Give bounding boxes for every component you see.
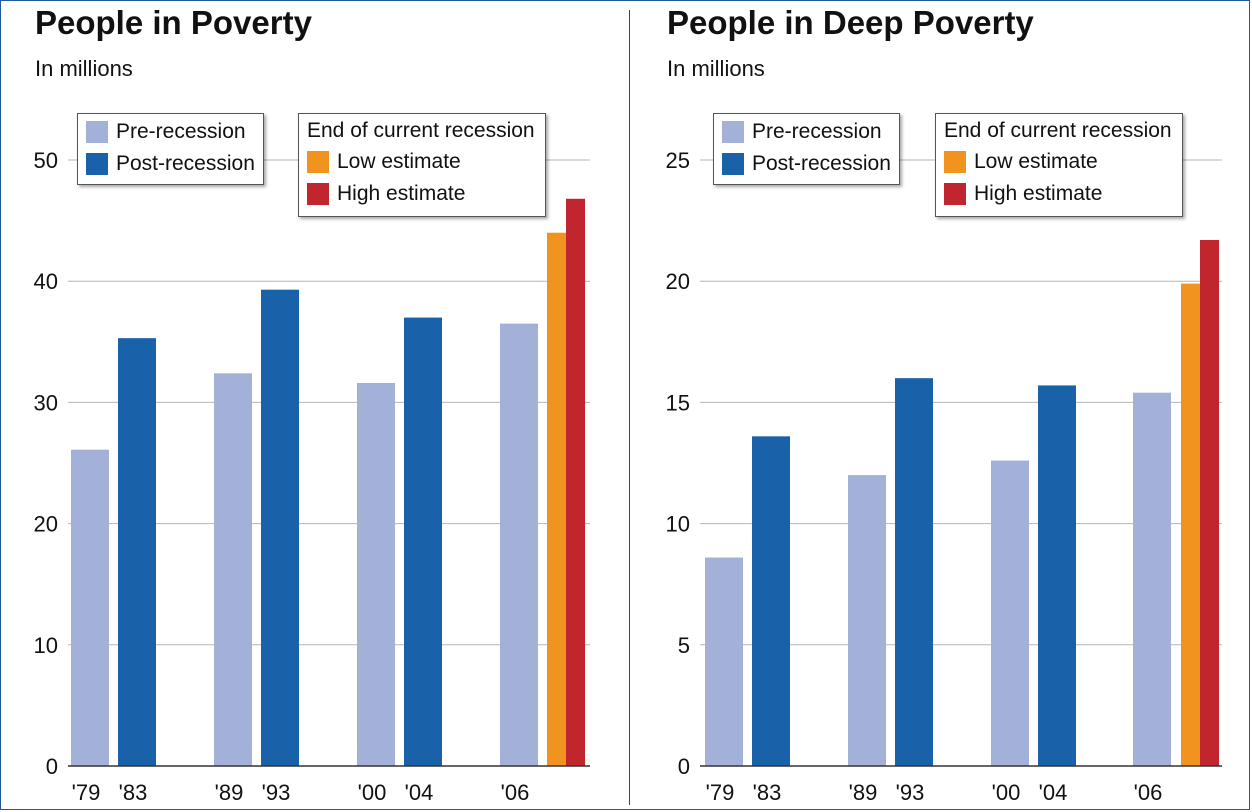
legend-item-pre: Pre-recession bbox=[86, 116, 255, 148]
chart-title: People in Poverty bbox=[35, 4, 312, 41]
bar-high bbox=[566, 198, 585, 766]
y-tick-label: 25 bbox=[666, 148, 690, 173]
legend-swatch-low bbox=[944, 151, 966, 173]
bar-pre bbox=[848, 475, 886, 766]
x-tick-label: '93 bbox=[896, 780, 925, 805]
panel-deep-poverty: 0 5 10 15 20 25 '79 '83 '89 '93 '00 '04 '06 People i… bbox=[629, 0, 1252, 812]
bar-pre bbox=[71, 449, 109, 766]
legend-group-title: End of current recession bbox=[944, 119, 1172, 142]
panel-poverty: 0 10 20 30 40 50 '79 '83 '89 '93 '00 '04 '06 People … bbox=[34, 4, 590, 805]
y-tick-label: 0 bbox=[678, 754, 690, 779]
y-tick-label: 30 bbox=[34, 390, 58, 415]
x-tick-label: '83 bbox=[753, 780, 782, 805]
legend-swatch-low bbox=[307, 151, 329, 173]
legend-label-low: Low estimate bbox=[974, 150, 1098, 173]
bar-post bbox=[752, 436, 790, 766]
bar-post bbox=[1038, 385, 1076, 766]
legend-item-pre: Pre-recession bbox=[722, 116, 891, 148]
legend-label-post: Post-recession bbox=[116, 152, 255, 175]
legend-current-recession: End of current recession Low estimate Hi… bbox=[298, 113, 546, 217]
chart-subtitle: In millions bbox=[667, 56, 765, 81]
bar-pre bbox=[705, 557, 743, 766]
panel-divider bbox=[629, 10, 630, 805]
y-tick-label: 20 bbox=[666, 269, 690, 294]
legend-item-low: Low estimate bbox=[944, 146, 1172, 178]
y-tick-label: 10 bbox=[34, 633, 58, 658]
x-tick-label: '06 bbox=[1134, 780, 1163, 805]
bar-post bbox=[261, 289, 299, 766]
x-tick-label: '79 bbox=[72, 780, 101, 805]
x-tick-label: '93 bbox=[262, 780, 291, 805]
bar-pre bbox=[500, 323, 538, 766]
deep-poverty-chart: 0 5 10 15 20 25 '79 '83 '89 '93 '00 '04 '06 bbox=[666, 148, 1222, 805]
y-tick-label: 20 bbox=[34, 512, 58, 537]
legend-recession-period: Pre-recession Post-recession bbox=[713, 113, 900, 185]
bar-post bbox=[404, 317, 442, 766]
legend-item-post: Post-recession bbox=[86, 148, 255, 180]
legend-recession-period: Pre-recession Post-recession bbox=[77, 113, 264, 185]
bar-post bbox=[118, 338, 156, 766]
bar-high bbox=[1200, 239, 1219, 766]
y-tick-label: 15 bbox=[666, 390, 690, 415]
x-tick-label: '04 bbox=[405, 780, 434, 805]
y-tick-label: 10 bbox=[666, 512, 690, 537]
legend-swatch-high bbox=[944, 183, 966, 205]
x-tick-label: '00 bbox=[358, 780, 387, 805]
chart-title: People in Deep Poverty bbox=[667, 4, 1034, 41]
chart-subtitle: In millions bbox=[35, 56, 133, 81]
legend-item-post: Post-recession bbox=[722, 148, 891, 180]
legend-label-pre: Pre-recession bbox=[752, 120, 882, 143]
x-tick-label: '83 bbox=[119, 780, 148, 805]
legend-label-low: Low estimate bbox=[337, 150, 461, 173]
bar-pre bbox=[991, 460, 1029, 766]
x-tick-label: '06 bbox=[501, 780, 530, 805]
legend-swatch-pre bbox=[86, 121, 108, 143]
y-tick-label: 40 bbox=[34, 269, 58, 294]
bar-low bbox=[1181, 283, 1200, 766]
bar-pre bbox=[1133, 392, 1171, 766]
legend-swatch-pre bbox=[722, 121, 744, 143]
x-tick-label: '89 bbox=[849, 780, 878, 805]
legend-label-post: Post-recession bbox=[752, 152, 891, 175]
legend-item-high: High estimate bbox=[307, 178, 535, 210]
legend-item-low: Low estimate bbox=[307, 146, 535, 178]
y-tick-label: 50 bbox=[34, 148, 58, 173]
y-tick-label: 0 bbox=[46, 754, 58, 779]
legend-label-pre: Pre-recession bbox=[116, 120, 246, 143]
legend-group-title: End of current recession bbox=[307, 119, 535, 142]
legend-current-recession: End of current recession Low estimate Hi… bbox=[935, 113, 1183, 217]
y-tick-label: 5 bbox=[678, 633, 690, 658]
bar-pre bbox=[214, 373, 252, 766]
legend-label-high: High estimate bbox=[974, 182, 1103, 205]
legend-swatch-post bbox=[86, 153, 108, 175]
bar-low bbox=[547, 232, 566, 767]
x-tick-label: '04 bbox=[1039, 780, 1068, 805]
x-tick-label: '79 bbox=[706, 780, 735, 805]
legend-swatch-high bbox=[307, 183, 329, 205]
x-tick-label: '00 bbox=[992, 780, 1021, 805]
legend-item-high: High estimate bbox=[944, 178, 1172, 210]
legend-swatch-post bbox=[722, 153, 744, 175]
x-tick-label: '89 bbox=[215, 780, 244, 805]
legend-label-high: High estimate bbox=[337, 182, 466, 205]
bar-post bbox=[895, 378, 933, 766]
bar-pre bbox=[357, 383, 395, 766]
